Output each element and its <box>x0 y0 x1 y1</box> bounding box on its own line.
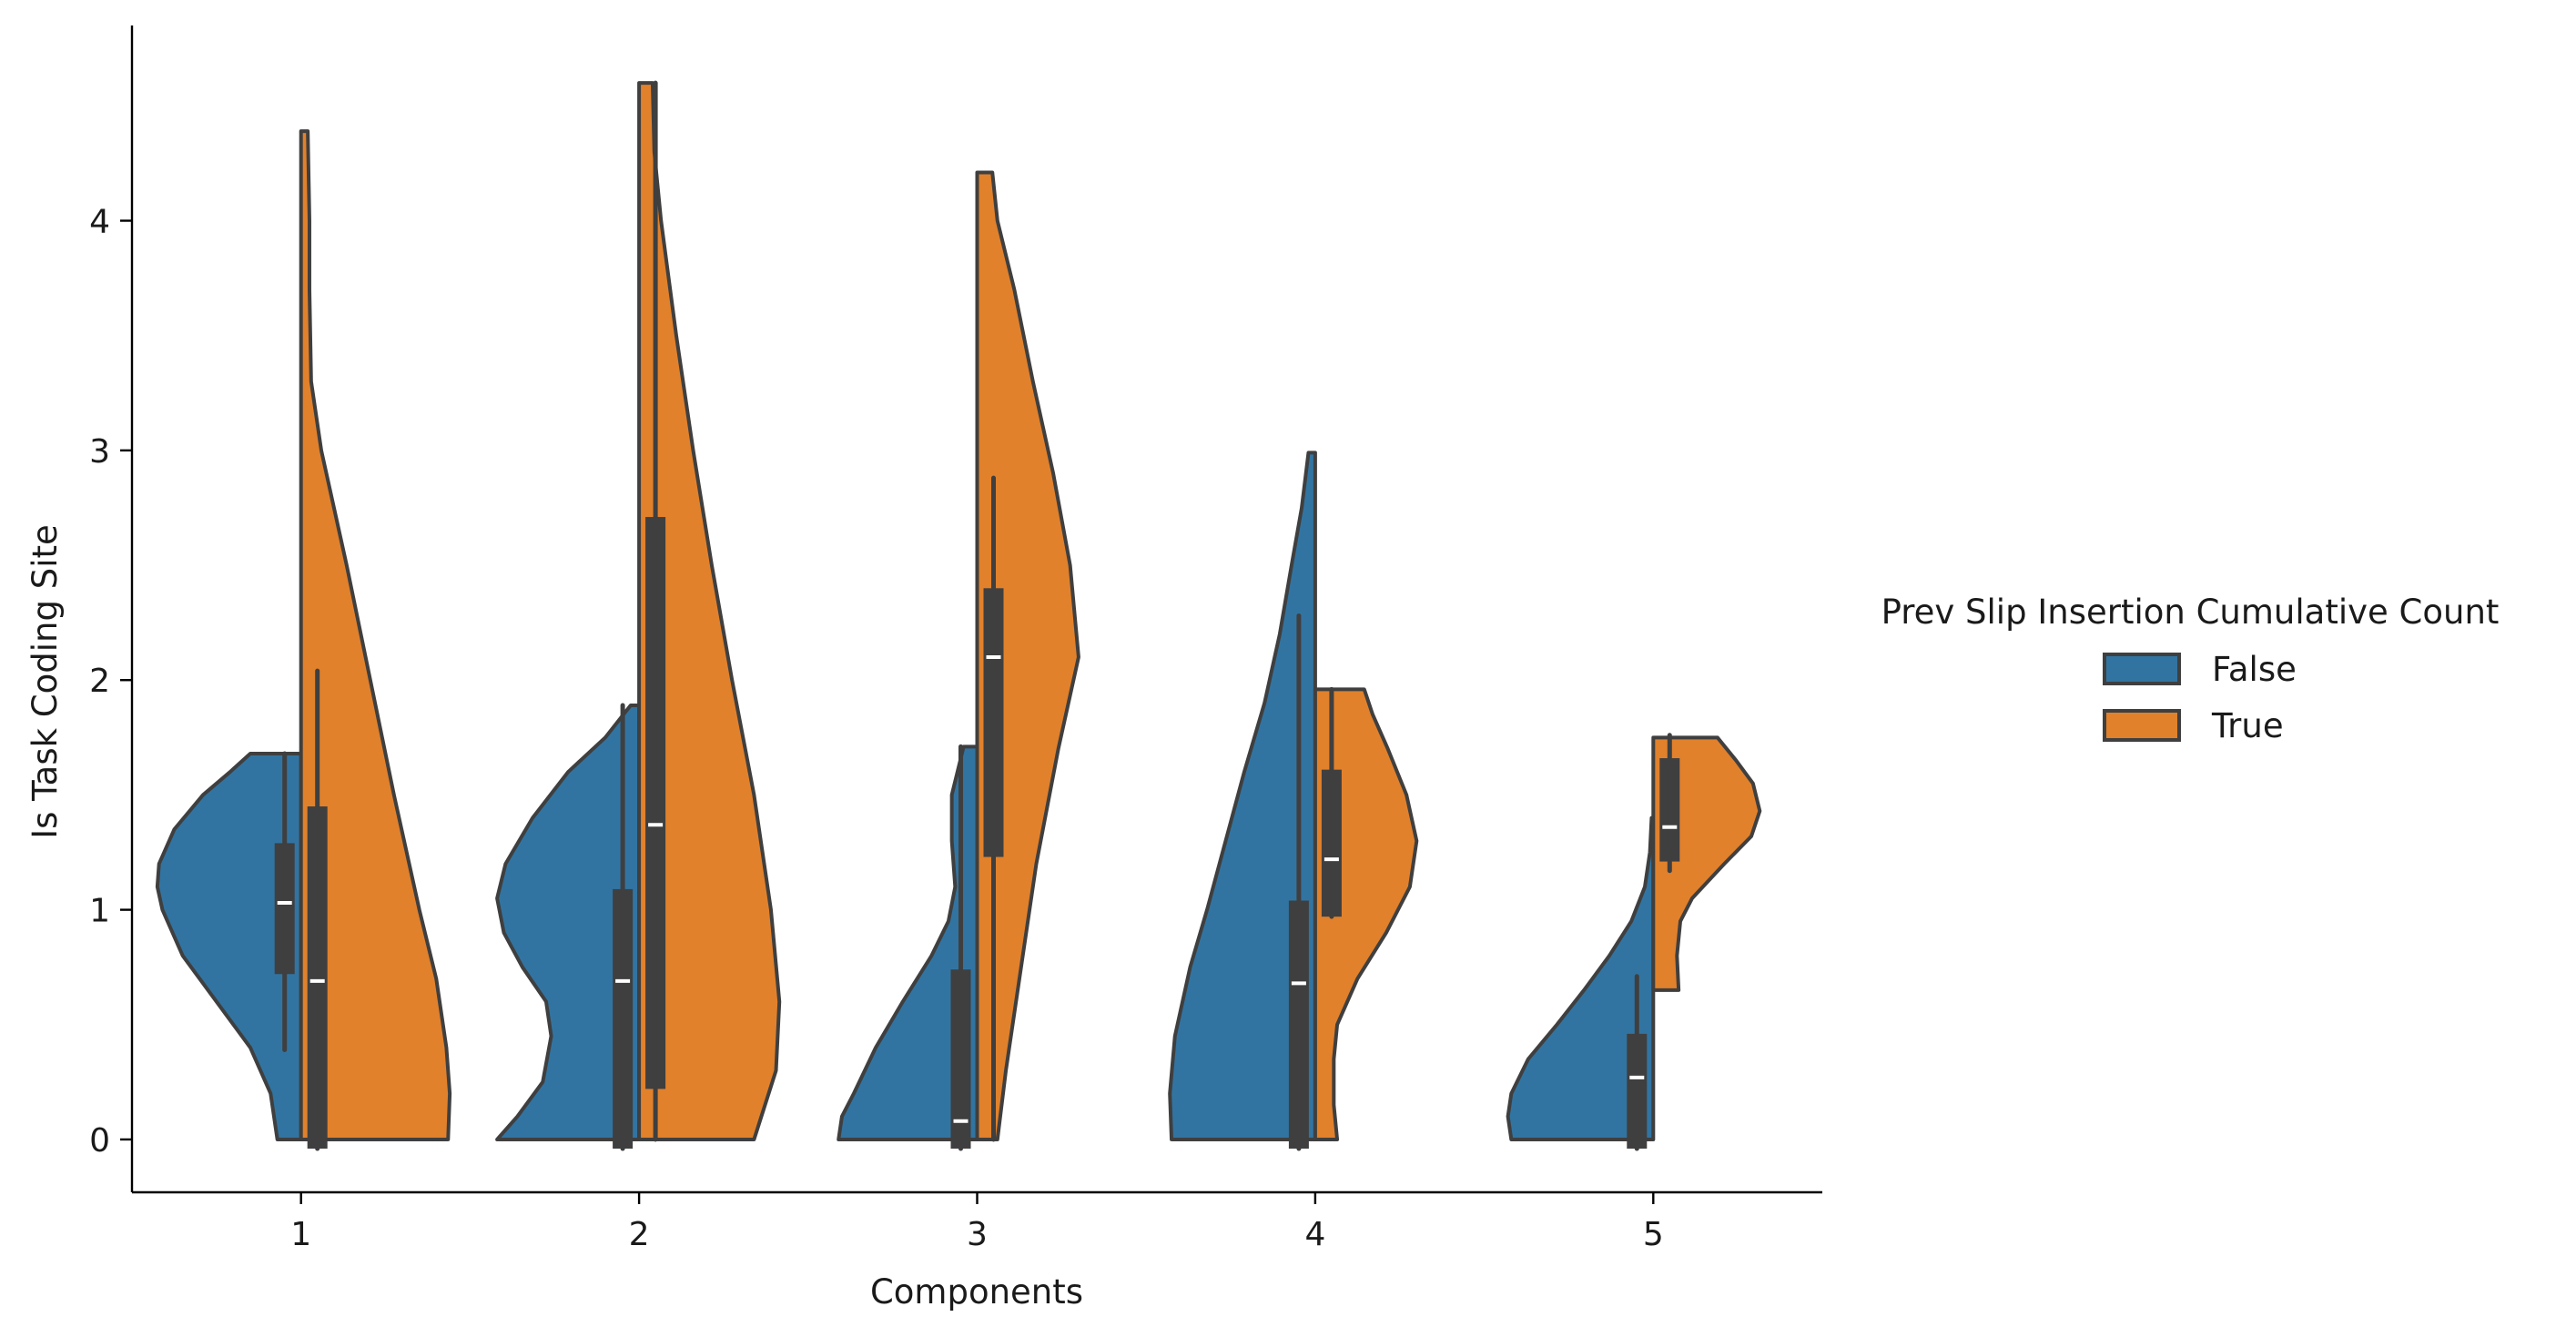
violin-box <box>1321 769 1342 917</box>
y-tick-label: 2 <box>89 663 110 700</box>
violin-box <box>1659 758 1680 862</box>
violin-body <box>495 703 642 1141</box>
violin-box <box>950 969 971 1150</box>
violin-false-1 <box>155 751 303 1141</box>
legend-title: Prev Slip Insertion Cumulative Count <box>1881 593 2500 632</box>
y-tick-label: 0 <box>89 1122 110 1160</box>
y-ticks: 0 1 2 3 4 <box>89 204 132 1160</box>
legend-swatch <box>2103 653 2181 685</box>
violin-box <box>613 888 634 1150</box>
violin-false-4 <box>1168 451 1317 1151</box>
violin-box <box>645 517 666 1089</box>
x-tick-label: 1 <box>290 1216 311 1253</box>
violin-body <box>155 751 303 1141</box>
legend-label: False <box>2212 650 2297 689</box>
legend-entries: False True <box>2103 650 2297 745</box>
violin-body <box>1168 451 1317 1141</box>
violin-box <box>274 843 295 975</box>
violin-body <box>299 129 452 1141</box>
violin-body <box>1506 815 1656 1141</box>
x-tick-label: 4 <box>1304 1216 1325 1253</box>
legend-entry-true: True <box>2103 706 2284 745</box>
legend-swatch <box>2103 709 2181 742</box>
x-tick-label: 3 <box>967 1216 988 1253</box>
violin-true-2 <box>637 80 782 1142</box>
violin-body <box>1651 735 1762 992</box>
violin-false-2 <box>495 703 642 1151</box>
violin-body <box>975 170 1080 1141</box>
plot-area <box>155 80 1762 1151</box>
legend: Prev Slip Insertion Cumulative Count Fal… <box>1881 593 2500 745</box>
violin-box <box>983 588 1004 857</box>
y-tick-label: 1 <box>89 893 110 930</box>
x-axis-title: Components <box>870 1272 1083 1312</box>
y-tick-label: 3 <box>89 433 110 471</box>
x-tick-label: 5 <box>1643 1216 1664 1253</box>
violin-false-5 <box>1506 815 1656 1151</box>
legend-label: True <box>2211 706 2284 745</box>
y-tick-label: 4 <box>89 204 110 241</box>
legend-entry-false: False <box>2103 650 2297 689</box>
violin-true-1 <box>299 129 452 1151</box>
violin-box <box>1288 900 1309 1150</box>
violin-true-4 <box>1313 686 1419 1141</box>
y-axis-title: Is Task Coding Site <box>25 524 65 839</box>
violin-true-5 <box>1651 733 1762 992</box>
x-tick-label: 2 <box>629 1216 650 1253</box>
violin-box <box>1627 1033 1648 1150</box>
violin-body <box>637 81 782 1141</box>
x-ticks: 1 2 3 4 5 <box>290 1192 1664 1253</box>
violin-false-3 <box>837 744 979 1151</box>
violin-box <box>307 806 328 1150</box>
violin-true-3 <box>975 170 1080 1142</box>
